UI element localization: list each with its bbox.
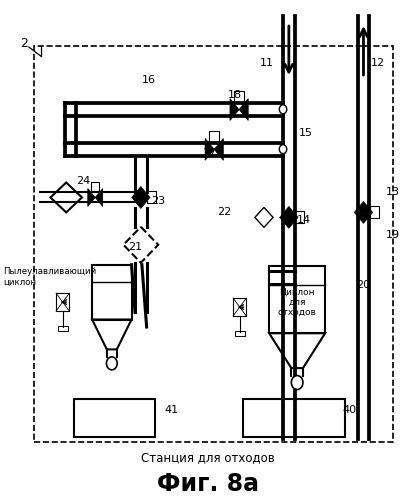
- Circle shape: [279, 105, 287, 114]
- Polygon shape: [95, 188, 103, 206]
- Text: 24: 24: [76, 176, 90, 186]
- Bar: [209, 131, 219, 141]
- Polygon shape: [354, 202, 373, 212]
- Bar: [92, 264, 131, 320]
- Text: 15: 15: [298, 128, 312, 138]
- Circle shape: [279, 144, 287, 154]
- Polygon shape: [205, 138, 214, 160]
- Polygon shape: [132, 186, 150, 198]
- Polygon shape: [354, 212, 373, 224]
- Polygon shape: [132, 198, 150, 208]
- Text: Фиг. 8а: Фиг. 8а: [157, 472, 259, 496]
- Text: 23: 23: [151, 196, 165, 206]
- Bar: [58, 326, 68, 331]
- Text: 40: 40: [343, 405, 357, 415]
- Bar: [295, 212, 305, 224]
- Text: Циклон
для
отходов: Циклон для отходов: [278, 287, 317, 317]
- Bar: [74, 399, 155, 436]
- Text: 13: 13: [386, 188, 400, 198]
- Text: 17: 17: [203, 148, 217, 158]
- Polygon shape: [214, 138, 223, 160]
- Text: Станция для отходов: Станция для отходов: [141, 452, 275, 464]
- Text: 19: 19: [386, 230, 401, 240]
- Text: 18: 18: [228, 90, 242, 101]
- Bar: [147, 192, 156, 203]
- Text: 2: 2: [21, 36, 28, 50]
- Text: 41: 41: [164, 405, 178, 415]
- Bar: [233, 298, 246, 316]
- Text: 11: 11: [260, 58, 274, 68]
- Bar: [234, 91, 244, 102]
- Text: 14: 14: [297, 215, 311, 225]
- Polygon shape: [88, 188, 95, 206]
- Text: 12: 12: [371, 58, 385, 68]
- Bar: [269, 266, 325, 333]
- Bar: [56, 293, 69, 311]
- Circle shape: [291, 376, 303, 390]
- Text: Пылеулавливающий
циклон: Пылеулавливающий циклон: [3, 268, 96, 287]
- Circle shape: [106, 357, 117, 370]
- Polygon shape: [239, 98, 248, 120]
- Bar: [235, 331, 245, 336]
- Bar: [243, 399, 345, 436]
- Polygon shape: [230, 98, 239, 120]
- Polygon shape: [280, 218, 298, 228]
- Polygon shape: [280, 206, 298, 218]
- Text: 22: 22: [218, 208, 232, 218]
- Bar: [370, 206, 379, 218]
- Bar: [91, 182, 99, 191]
- Text: 21: 21: [129, 242, 143, 252]
- Text: 20: 20: [357, 280, 371, 289]
- Text: 16: 16: [142, 76, 156, 86]
